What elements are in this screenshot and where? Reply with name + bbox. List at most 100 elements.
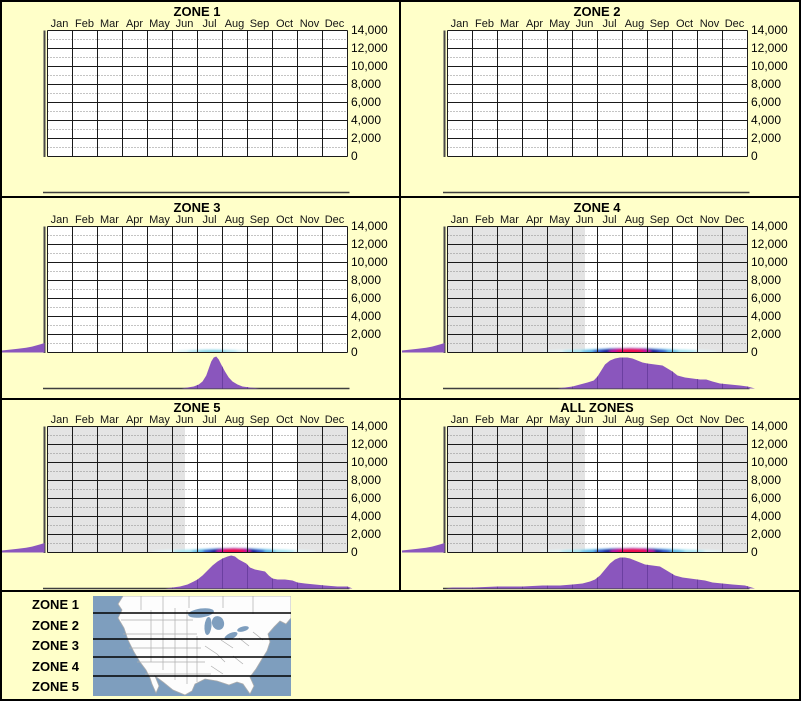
y-tick-label: 10,000: [751, 255, 788, 269]
month-axis: Jan Feb Mar Apr May Jun Jul Aug Sep Oct Nov Dec: [47, 214, 347, 226]
y-tick-label: 12,000: [351, 237, 388, 251]
y-tick-label: 4,000: [351, 113, 382, 127]
y-tick-label: 14,000: [751, 219, 788, 233]
y-tick-label: 0: [351, 345, 358, 359]
month-label: May: [149, 214, 170, 226]
panel-all-zones: ALL ZONES Jan Feb Mar Apr May Jun Jul Aug Sep Oct…: [400, 400, 800, 592]
month-label: Mar: [100, 18, 119, 30]
y-tick-label: 8,000: [751, 273, 782, 287]
month-label: Oct: [275, 214, 294, 226]
y-tick-label: 10,000: [351, 455, 388, 469]
month-label: Jul: [602, 414, 617, 426]
month-label: Oct: [275, 18, 294, 30]
legend-label-zone-2: ZONE 2: [32, 618, 79, 633]
month-label: Jan: [50, 18, 69, 30]
panel-zone-1: ZONE 1 Jan Feb Mar Apr May Jun Jul Aug Sep Oct Nov…: [0, 4, 400, 196]
y-tick-label: 4,000: [751, 509, 782, 523]
panel-title: ZONE 3: [173, 200, 221, 215]
month-label: Feb: [75, 414, 94, 426]
column-divider: [399, 0, 401, 592]
y-tick-label: 0: [351, 149, 358, 163]
map-landmass: [117, 596, 291, 696]
month-label: Jan: [50, 414, 69, 426]
panel-title: ALL ZONES: [560, 400, 634, 415]
month-label: Feb: [75, 214, 94, 226]
page-border-left: [0, 0, 2, 701]
plot-grid-all-zones: [402, 426, 755, 590]
month-label: Jun: [175, 214, 194, 226]
month-label: Jul: [202, 214, 217, 226]
us-zone-map: [93, 596, 291, 696]
month-label: Sep: [249, 414, 270, 426]
month-label: Dec: [324, 214, 345, 226]
panel-title: ZONE 1: [173, 4, 221, 19]
y-tick-label: 10,000: [351, 255, 388, 269]
y-tick-label: 6,000: [751, 291, 782, 305]
month-axis: Jan Feb Mar Apr May Jun Jul Aug Sep Oct Nov Dec: [47, 414, 347, 426]
month-label: Jan: [50, 214, 69, 226]
month-label: Sep: [249, 214, 270, 226]
panel-title: ZONE 2: [573, 4, 621, 19]
month-axis: Jan Feb Mar Apr May Jun Jul Aug Sep Oct Nov Dec: [47, 18, 347, 30]
y-tick-label: 12,000: [351, 437, 388, 451]
y-tick-label: 14,000: [351, 419, 388, 433]
month-label: May: [549, 214, 570, 226]
y-tick-label: 2,000: [751, 131, 782, 145]
y-tick-label: 10,000: [351, 59, 388, 73]
legend-label-zone-4: ZONE 4: [32, 659, 79, 674]
panel-title: ZONE 4: [573, 200, 621, 215]
panel-zone-5: ZONE 5 Jan Feb Mar Apr May Jun Jul Aug Sep Oct Nov…: [0, 400, 400, 592]
month-axis: Jan Feb Mar Apr May Jun Jul Aug Sep Oct Nov Dec: [447, 214, 747, 226]
month-label: Jun: [175, 414, 194, 426]
month-label: Aug: [224, 414, 245, 426]
y-tick-label: 6,000: [751, 491, 782, 505]
month-label: Jul: [602, 214, 617, 226]
month-axis: Jan Feb Mar Apr May Jun Jul Aug Sep Oct Nov Dec: [447, 18, 747, 30]
month-label: Nov: [699, 414, 720, 426]
month-label: Apr: [125, 214, 144, 226]
month-label: Jun: [175, 18, 194, 30]
y-tick-label: 8,000: [351, 473, 382, 487]
panel-zone-4: ZONE 4 Jan Feb Mar Apr May Jun Jul Aug Sep Oct Nov…: [400, 200, 800, 392]
month-label: Jan: [450, 214, 469, 226]
month-label: Apr: [125, 414, 144, 426]
y-tick-label: 8,000: [351, 77, 382, 91]
month-label: Aug: [224, 214, 245, 226]
y-tick-label: 12,000: [751, 437, 788, 451]
month-label: Dec: [324, 414, 345, 426]
month-label: Feb: [475, 414, 494, 426]
month-label: Mar: [500, 18, 519, 30]
y-tick-label: 6,000: [351, 95, 382, 109]
month-label: May: [149, 18, 170, 30]
month-label: Jan: [450, 18, 469, 30]
plot-grid-zone-1: [43, 30, 350, 194]
y-tick-label: 12,000: [751, 41, 788, 55]
plot-grid-zone-2: [443, 30, 750, 194]
month-label: Aug: [624, 214, 645, 226]
month-label: Dec: [724, 414, 745, 426]
y-tick-label: 0: [351, 545, 358, 559]
y-tick-label: 0: [751, 149, 758, 163]
panel-title: ZONE 5: [173, 400, 221, 415]
y-tick-label: 6,000: [351, 491, 382, 505]
y-tick-label: 0: [751, 345, 758, 359]
y-tick-label: 14,000: [351, 23, 388, 37]
y-tick-label: 6,000: [751, 95, 782, 109]
y-tick-label: 4,000: [351, 309, 382, 323]
month-label: Feb: [75, 18, 94, 30]
map-zone-boundary-lines: [93, 612, 291, 677]
y-tick-label: 4,000: [351, 509, 382, 523]
month-label: Mar: [500, 414, 519, 426]
page-border-right: [799, 0, 801, 701]
page-border-bottom: [0, 699, 801, 701]
y-tick-label: 2,000: [351, 327, 382, 341]
month-label: Nov: [299, 414, 320, 426]
month-label: Jul: [602, 18, 617, 30]
month-label: Jul: [202, 18, 217, 30]
month-label: Nov: [299, 214, 320, 226]
y-tick-label: 12,000: [751, 237, 788, 251]
map-state-borders: [121, 596, 264, 684]
y-tick-label: 2,000: [351, 527, 382, 541]
month-label: Apr: [525, 214, 544, 226]
month-label: Oct: [675, 18, 694, 30]
